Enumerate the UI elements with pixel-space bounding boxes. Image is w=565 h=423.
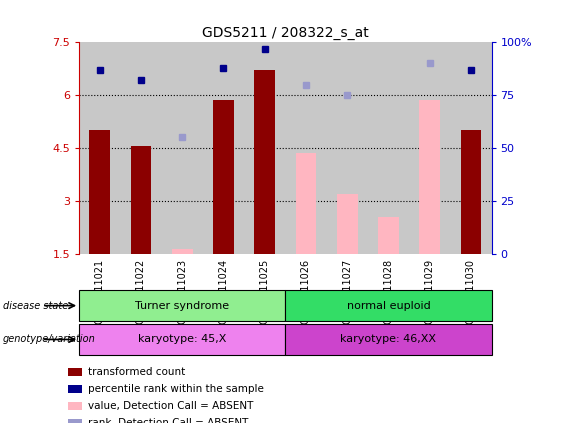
Bar: [254, 71, 275, 254]
Bar: [79, 42, 120, 254]
Bar: [131, 146, 151, 254]
Bar: [68, 402, 82, 410]
Bar: [450, 42, 492, 254]
Text: transformed count: transformed count: [89, 367, 186, 377]
Bar: [337, 194, 358, 254]
Bar: [460, 130, 481, 254]
Bar: [327, 42, 368, 254]
Bar: [244, 42, 285, 254]
Bar: [419, 101, 440, 254]
Bar: [295, 154, 316, 254]
Bar: [89, 130, 110, 254]
Bar: [213, 101, 234, 254]
Bar: [120, 42, 162, 254]
Text: rank, Detection Call = ABSENT: rank, Detection Call = ABSENT: [89, 418, 249, 423]
Text: karyotype: 46,XX: karyotype: 46,XX: [341, 335, 436, 344]
Bar: [68, 385, 82, 393]
Bar: [203, 42, 244, 254]
Bar: [378, 217, 399, 254]
Text: disease state: disease state: [3, 301, 68, 310]
Text: percentile rank within the sample: percentile rank within the sample: [89, 384, 264, 394]
Bar: [162, 42, 203, 254]
Text: Turner syndrome: Turner syndrome: [135, 301, 229, 310]
Bar: [79, 324, 285, 355]
Bar: [368, 42, 409, 254]
Text: genotype/variation: genotype/variation: [3, 335, 95, 344]
Bar: [285, 42, 327, 254]
Text: value, Detection Call = ABSENT: value, Detection Call = ABSENT: [89, 401, 254, 411]
Bar: [285, 324, 492, 355]
Text: normal euploid: normal euploid: [346, 301, 431, 310]
Bar: [68, 368, 82, 376]
Bar: [409, 42, 450, 254]
Text: karyotype: 45,X: karyotype: 45,X: [138, 335, 227, 344]
Bar: [68, 419, 82, 423]
Title: GDS5211 / 208322_s_at: GDS5211 / 208322_s_at: [202, 26, 369, 40]
Bar: [172, 248, 193, 254]
Bar: [79, 290, 285, 321]
Bar: [285, 290, 492, 321]
